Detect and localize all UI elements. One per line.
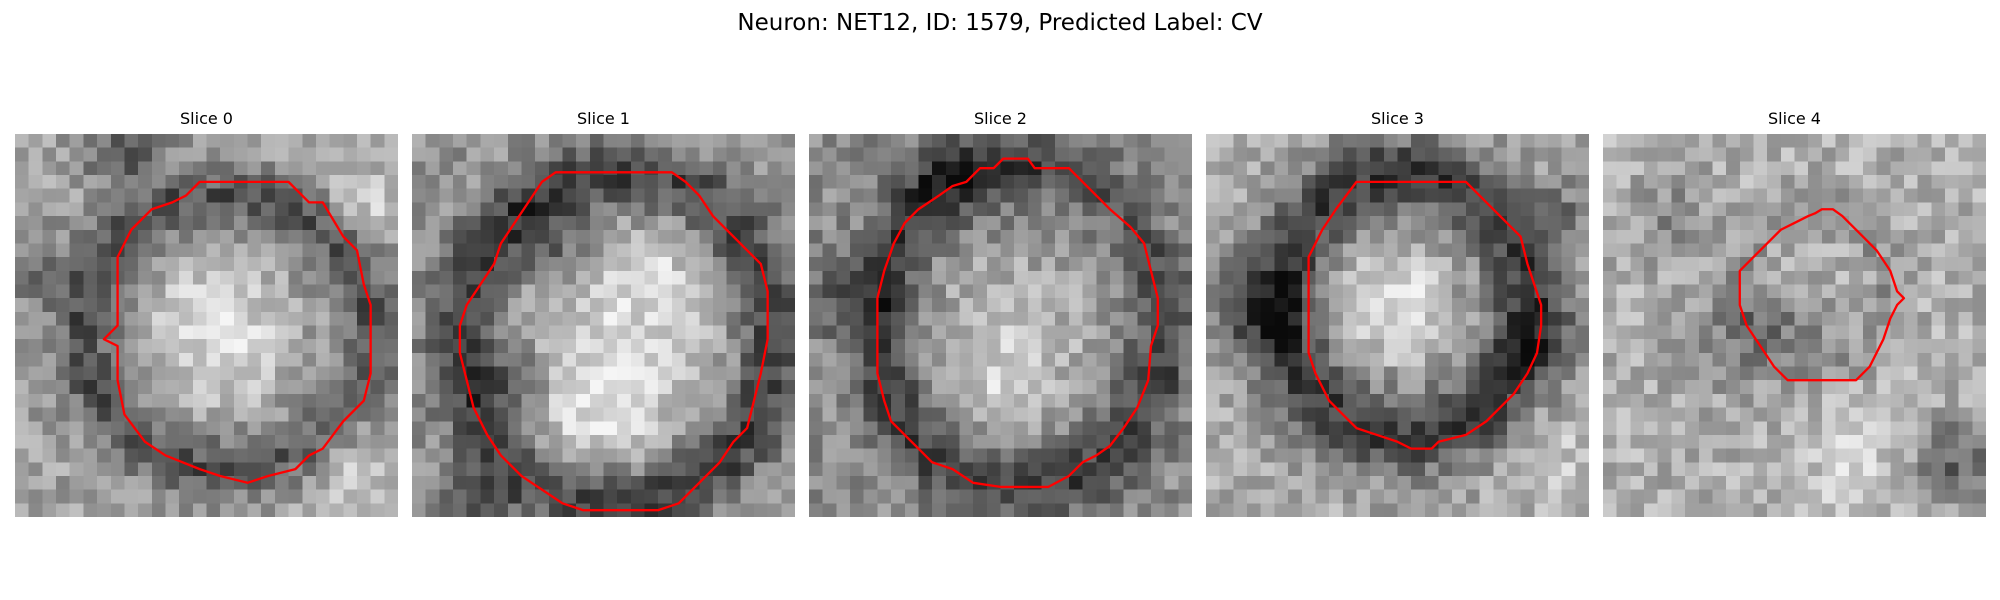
contour-overlay-4: [1603, 134, 1986, 517]
slice-title-3: Slice 3: [1206, 107, 1589, 131]
roi-contour-0: [104, 182, 371, 483]
slice-panel-4: Slice 4: [1603, 107, 1986, 131]
contour-overlay-0: [15, 134, 398, 517]
contour-overlay-1: [412, 134, 795, 517]
figure-title: Neuron: NET12, ID: 1579, Predicted Label…: [0, 8, 2000, 38]
roi-contour-1: [460, 172, 768, 510]
slice-title-4: Slice 4: [1603, 107, 1986, 131]
slice-panel-0: Slice 0: [15, 107, 398, 131]
roi-contour-3: [1309, 182, 1542, 449]
roi-contour-2: [877, 159, 1157, 487]
slice-title-0: Slice 0: [15, 107, 398, 131]
slice-panel-1: Slice 1: [412, 107, 795, 131]
contour-overlay-2: [809, 134, 1192, 517]
slice-panel-3: Slice 3: [1206, 107, 1589, 131]
roi-contour-4: [1740, 209, 1904, 380]
slice-panel-2: Slice 2: [809, 107, 1192, 131]
slice-title-2: Slice 2: [809, 107, 1192, 131]
contour-overlay-3: [1206, 134, 1589, 517]
slice-title-1: Slice 1: [412, 107, 795, 131]
